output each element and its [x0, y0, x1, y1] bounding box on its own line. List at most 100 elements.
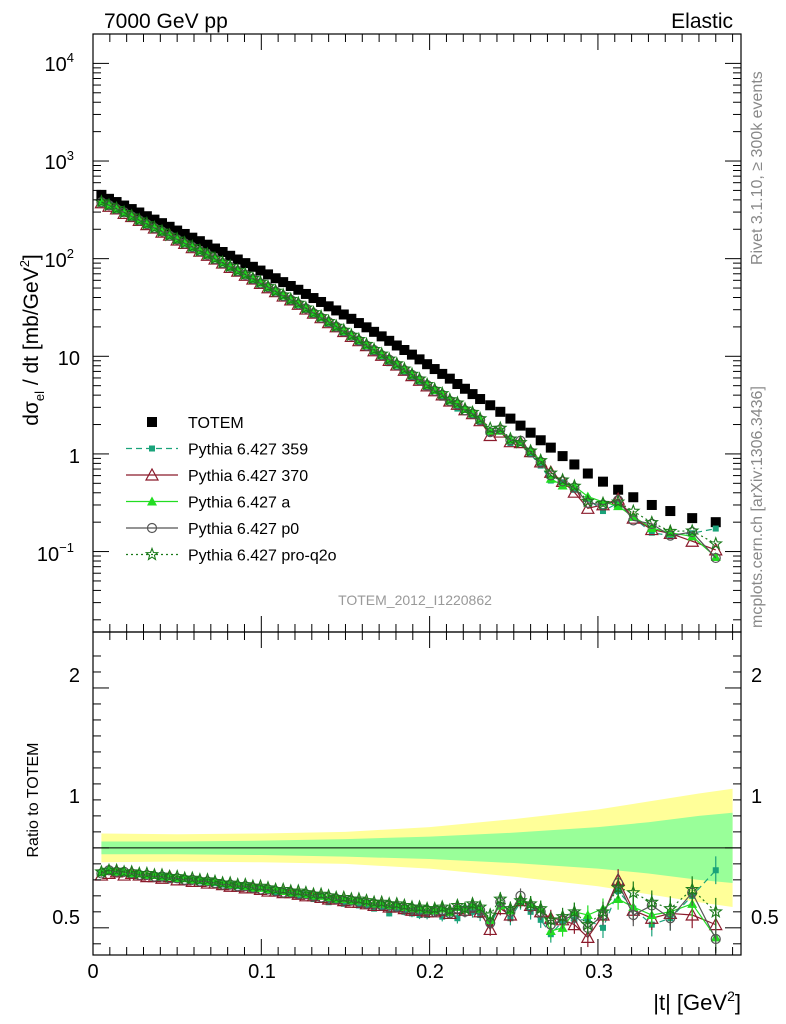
series-5-ratio-point: [610, 880, 626, 895]
series-5-point: [147, 219, 162, 234]
series-5-ratio-point: [185, 870, 200, 885]
series-0-point: [293, 284, 304, 295]
series-5-ratio-point: [291, 883, 306, 898]
legend-entry-label: Pythia 6.427 a: [188, 495, 290, 512]
series-0-point: [515, 420, 526, 431]
series-4-point: [437, 389, 448, 400]
series-0-point: [535, 435, 546, 446]
series-0-point: [172, 225, 183, 236]
series-5-ratio-point: [374, 894, 389, 909]
series-0-point: [285, 280, 296, 291]
series-0-point: [437, 368, 448, 379]
series-5-point: [329, 318, 344, 333]
series-1-ratio-point: [454, 915, 461, 922]
series-4-point: [300, 303, 312, 314]
series-2-ratio-point: [567, 917, 582, 931]
series-5-point: [644, 515, 659, 529]
series-0-point: [338, 309, 349, 320]
main-panel-frame: [92, 33, 742, 633]
series-0-point: [369, 326, 380, 337]
series-5-ratio-point: [260, 880, 276, 895]
series-5-point: [291, 295, 306, 310]
y-tick-label-1e-1: 10−1: [37, 540, 74, 566]
series-1-point: [648, 529, 655, 536]
series-5-point: [321, 313, 336, 328]
series-5-ratio-point: [555, 909, 570, 923]
legend-marker: [144, 546, 160, 561]
series-4-point: [376, 350, 387, 361]
series-0-point: [376, 331, 387, 342]
series-4-point: [399, 365, 410, 376]
legend-entry-label: TOTEM: [188, 415, 244, 432]
series-5-ratio-point: [139, 865, 155, 880]
series-5-ratio-point: [238, 876, 253, 891]
series-0-point: [646, 499, 657, 510]
ratio-tick-label-0.5: 0.5: [52, 907, 80, 929]
series-0-point: [225, 250, 236, 261]
series-5-point: [215, 254, 230, 269]
series-0-point: [710, 517, 721, 528]
series-5-point: [580, 493, 595, 508]
series-0-point: [495, 406, 506, 417]
series-5-point: [336, 322, 351, 337]
rivet-version-label: Rivet 3.1.10, ≥ 300k events: [749, 71, 766, 265]
series-5-point: [139, 215, 155, 230]
series-0-point: [452, 379, 463, 390]
series-5-point: [442, 391, 457, 406]
y-tick-label-1e4: 104: [45, 50, 74, 76]
series-0-point: [485, 400, 496, 411]
series-5-ratio-point: [351, 891, 367, 906]
ratio-panel-frame: [92, 631, 742, 956]
series-4-point: [323, 316, 334, 328]
series-5-ratio-point: [567, 904, 582, 919]
series-4-point: [406, 369, 418, 380]
ratio-tick-label-right-1: 1: [751, 786, 762, 808]
series-4-point: [361, 340, 372, 351]
series-5-point: [169, 231, 185, 246]
series-1-ratio-point: [712, 867, 719, 874]
series-0-point: [263, 269, 274, 280]
series-0-point: [444, 373, 455, 384]
series-4-point: [665, 530, 676, 541]
series-0-point: [300, 288, 311, 299]
series-5-point: [177, 235, 192, 250]
series-0-point: [217, 247, 228, 258]
series-0-point: [323, 301, 334, 312]
x-tick-label-0.1: 0.1: [248, 961, 276, 983]
series-4-point: [557, 476, 568, 487]
series-4-ratio-line: [101, 869, 717, 940]
series-5-point: [513, 435, 528, 449]
series-3-ratio-point: [582, 910, 593, 920]
series-5-point: [523, 443, 538, 458]
series-0-point: [240, 258, 251, 269]
series-0-point: [613, 484, 624, 495]
series-4-point: [495, 424, 506, 435]
series-2-point: [580, 501, 595, 514]
series-4-point: [368, 345, 380, 356]
y-tick-label-1: 1: [69, 446, 80, 468]
ratio-tick-label-2: 2: [69, 665, 80, 687]
y-tick-label-1e2: 102: [45, 246, 74, 272]
series-5-ratio-point: [533, 901, 548, 915]
series-0-point: [157, 218, 168, 229]
series-5-point: [427, 381, 442, 396]
series-5-point: [374, 346, 389, 361]
series-2-ratio-point: [580, 930, 595, 944]
series-4-point: [535, 456, 546, 468]
series-5-point: [404, 366, 420, 381]
series-1-ratio-point: [439, 913, 446, 920]
series-0-point: [525, 427, 536, 438]
series-5-point: [109, 200, 124, 215]
series-0-point: [557, 451, 568, 462]
series-5-ratio-point: [253, 878, 268, 893]
series-5-point: [101, 197, 117, 212]
series-4-point: [475, 414, 486, 426]
series-0-point: [255, 265, 266, 276]
series-1-point: [537, 462, 544, 469]
series-0-point: [414, 354, 425, 365]
x-axis-title: |t| [GeV2]: [653, 988, 741, 1015]
series-5-point: [260, 278, 276, 293]
series-5-point: [543, 465, 558, 480]
series-0-point: [187, 232, 198, 243]
